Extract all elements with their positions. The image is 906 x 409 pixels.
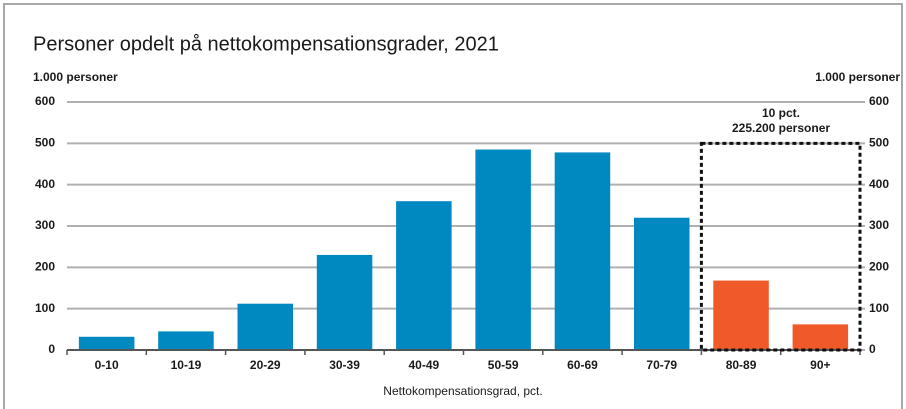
frame <box>3 3 903 409</box>
annotation: 10 pct. <box>762 106 800 120</box>
y-tick-label: 100 <box>35 301 55 315</box>
y-tick-label: 200 <box>35 260 55 274</box>
x-tick-label: 20-29 <box>250 358 281 372</box>
y2-tick-label: 200 <box>869 260 889 274</box>
y2-tick-label: 500 <box>869 136 889 150</box>
chart-title: Personer opdelt på nettokompensationsgra… <box>33 33 499 55</box>
x-tick-label: 30-39 <box>329 358 360 372</box>
bar <box>792 324 849 350</box>
y2-tick-label: 400 <box>869 177 889 191</box>
bar <box>554 152 611 350</box>
x-tick-label: 90+ <box>810 358 830 372</box>
y-tick-label: 400 <box>35 177 55 191</box>
y2-axis-label: 1.000 personer <box>815 70 900 84</box>
y-tick-label: 300 <box>35 218 55 232</box>
x-tick-label: 40-49 <box>408 358 439 372</box>
y-tick-label: 0 <box>48 342 55 356</box>
x-tick-label: 80-89 <box>726 358 757 372</box>
x-axis-label: Nettokompensationsgrad, pct. <box>383 384 542 398</box>
bar <box>396 201 452 350</box>
y-tick-label: 500 <box>35 136 55 150</box>
bar <box>633 217 690 350</box>
bar <box>475 149 531 350</box>
x-tick-label: 50-59 <box>488 358 519 372</box>
highlight-box <box>699 141 862 352</box>
bar <box>237 303 294 350</box>
x-tick-label: 70-79 <box>646 358 677 372</box>
y2-tick-label: 100 <box>869 301 889 315</box>
y-tick-label: 600 <box>35 94 55 108</box>
x-tick-label: 60-69 <box>567 358 598 372</box>
y2-tick-label: 600 <box>869 94 889 108</box>
y2-tick-label: 0 <box>869 342 876 356</box>
bar <box>316 254 373 350</box>
x-tick-label: 10-19 <box>171 358 202 372</box>
bar <box>158 331 214 350</box>
bar <box>78 336 135 350</box>
annotation: 225.200 personer <box>732 121 830 135</box>
bar <box>713 280 769 350</box>
y2-tick-label: 300 <box>869 218 889 232</box>
y-axis-label: 1.000 personer <box>33 70 118 84</box>
x-tick-label: 0-10 <box>95 358 119 372</box>
